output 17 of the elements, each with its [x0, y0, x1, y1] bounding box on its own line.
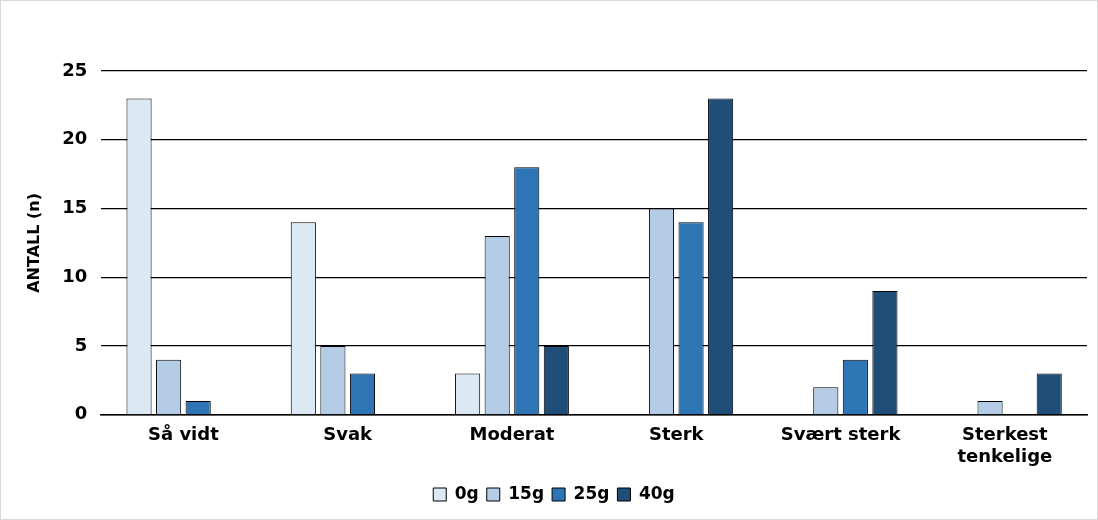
- x-tick-label: Svært sterk: [780, 423, 902, 445]
- x-tick-label: Så vidt: [148, 423, 220, 445]
- legend-label: 25g: [573, 482, 610, 503]
- x-tick-label: Sterk: [648, 423, 705, 445]
- y-tick-label: 15: [62, 196, 88, 218]
- y-axis-title: ANTALL (n): [23, 192, 43, 293]
- x-tick-label: Svak: [323, 423, 374, 445]
- legend-label: 40g: [638, 482, 675, 503]
- legend-label: 0g: [454, 482, 479, 503]
- y-tick-label: 0: [74, 402, 88, 424]
- x-tick-label: Moderat: [469, 423, 555, 445]
- y-tick-label: 5: [74, 333, 88, 355]
- y-tick-label: 25: [62, 58, 88, 80]
- y-tick-label: 20: [62, 127, 88, 149]
- y-tick-label: 10: [62, 264, 88, 286]
- legend-label: 15g: [508, 482, 545, 503]
- x-tick-label: Sterkest tenkelige: [957, 423, 1053, 466]
